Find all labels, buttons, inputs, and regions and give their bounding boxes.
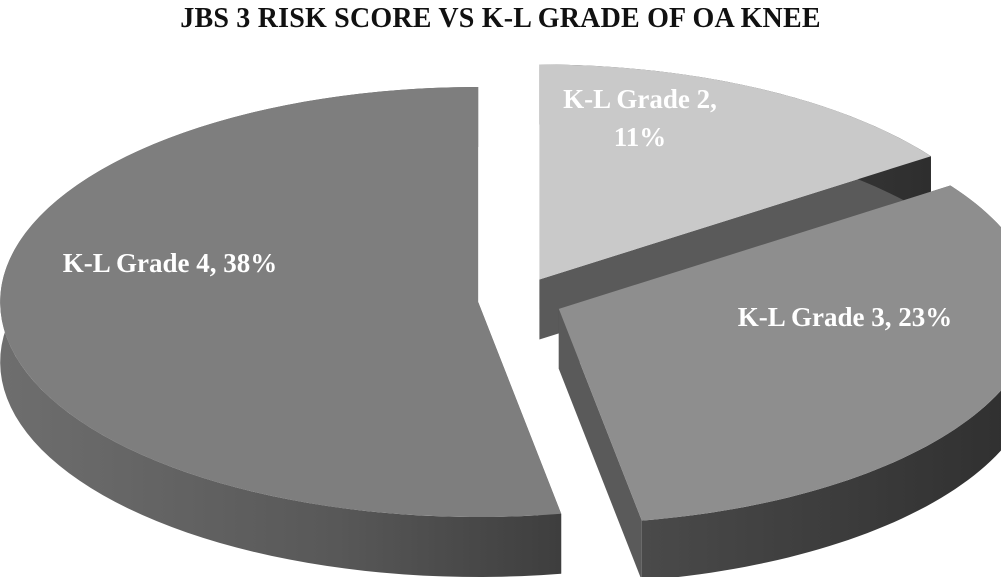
slice-2 [558, 185, 1001, 521]
slice-3 [0, 87, 562, 518]
slice-label-1: K-L Grade 2, [563, 84, 717, 114]
slice-label-3: K-L Grade 4, 38% [63, 248, 278, 278]
slice-rim [641, 185, 1001, 577]
slice-1 [539, 64, 931, 280]
slice-label-2: K-L Grade 3, 23% [738, 302, 953, 332]
chart-title: JBS 3 RISK SCORE VS K-L GRADE OF OA KNEE [180, 3, 821, 34]
slice-label-1-value: 11% [614, 122, 667, 152]
slice-wall [558, 308, 642, 577]
